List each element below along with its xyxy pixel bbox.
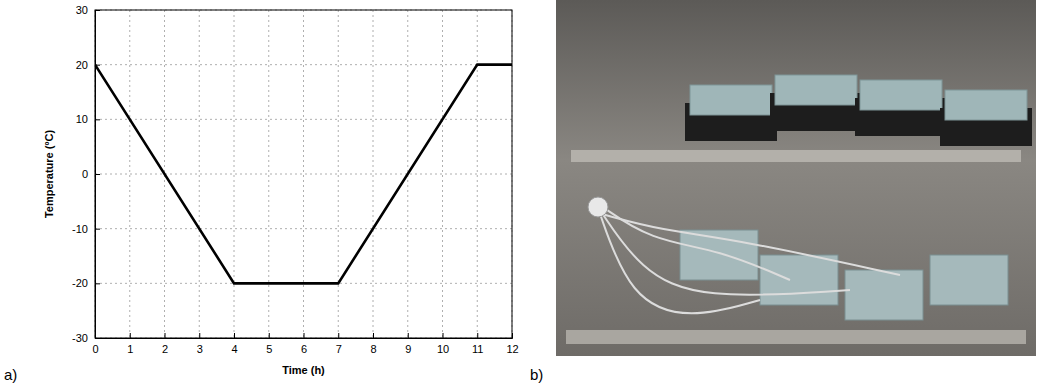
- y-tick: 20: [76, 59, 100, 71]
- y-tick: -20: [72, 277, 100, 289]
- x-tick-label: 9: [405, 343, 411, 355]
- x-tick-label: 4: [231, 343, 237, 355]
- y-tick-label: 10: [76, 113, 88, 125]
- y-tick-label: -10: [72, 223, 88, 235]
- x-axis: 0123456789101112: [92, 333, 518, 355]
- x-tick-label: 10: [437, 343, 449, 355]
- grid-line-x: [268, 10, 269, 338]
- x-tick: 7: [336, 333, 342, 355]
- x-tick: 2: [162, 333, 168, 355]
- photo-background: [556, 0, 1036, 356]
- y-axis: -30 -20 -10 0 10 20 30: [72, 4, 100, 344]
- grid-line-x: [303, 10, 304, 338]
- marks: [95, 65, 512, 284]
- y-tick: 0: [82, 168, 100, 180]
- x-tick: 3: [197, 333, 203, 355]
- x-tick-label: 0: [92, 343, 98, 355]
- grid-line-x: [442, 10, 443, 338]
- x-tick-mark: [373, 333, 374, 338]
- x-axis-title: Time (h): [282, 364, 325, 376]
- x-tick-mark: [165, 333, 166, 338]
- y-tick-mark: [95, 119, 100, 120]
- shelf: [566, 330, 1026, 344]
- specimen: [760, 255, 838, 305]
- photo: [556, 0, 1036, 356]
- x-tick: 11: [472, 333, 483, 355]
- x-tick-label: 1: [127, 343, 133, 355]
- panel-label: b): [530, 366, 543, 383]
- shelf: [571, 150, 1021, 162]
- cable-port: [588, 197, 608, 217]
- x-tick: 6: [301, 333, 307, 355]
- grid-line-x: [199, 10, 200, 338]
- x-tick: 9: [405, 333, 411, 355]
- figure: 0123456789101112-30-20-100102030Time (h)…: [0, 0, 1043, 389]
- x-tick-mark: [443, 333, 444, 338]
- x-tick-label: 5: [266, 343, 272, 355]
- y-tick-label: -30: [72, 332, 88, 344]
- specimen: [945, 90, 1027, 120]
- x-tick-label: 7: [336, 343, 342, 355]
- x-tick-mark: [408, 333, 409, 338]
- y-tick-label: -20: [72, 277, 88, 289]
- data-line: [95, 65, 512, 284]
- x-tick: 5: [266, 333, 272, 355]
- y-tick-label: 30: [76, 4, 88, 16]
- cable: [602, 214, 900, 275]
- y-axis-line: [96, 11, 101, 339]
- grid-line-y: [95, 119, 512, 120]
- y-tick: 10: [76, 113, 100, 125]
- panel-label: a): [4, 366, 17, 383]
- y-tick-mark: [95, 65, 100, 66]
- y-tick-label: 20: [76, 59, 88, 71]
- x-tick-mark: [338, 333, 339, 338]
- y-axis-title: Temperature (ºC): [43, 130, 55, 218]
- specimen: [775, 75, 857, 105]
- grid-line-y: [95, 228, 512, 229]
- x-tick: 4: [231, 333, 237, 355]
- grid-line-x: [373, 10, 374, 338]
- y-tick-mark: [95, 229, 100, 230]
- specimen: [845, 270, 923, 320]
- y-tick-mark: [95, 283, 100, 284]
- y-tick-mark: [95, 174, 100, 175]
- x-tick-label: 6: [301, 343, 307, 355]
- cable: [598, 208, 760, 313]
- plot-frame: [95, 10, 512, 338]
- y-tick: -10: [72, 223, 100, 235]
- cable: [600, 205, 790, 280]
- x-tick-mark: [234, 333, 235, 338]
- x-tick-label: 12: [506, 343, 518, 355]
- x-tick-mark: [269, 333, 270, 338]
- x-tick-label: 3: [197, 343, 203, 355]
- x-tick-label: 11: [472, 343, 483, 355]
- x-tick-mark: [130, 333, 131, 338]
- x-tick: 1: [127, 333, 133, 355]
- x-tick: 10: [437, 333, 449, 355]
- x-tick-mark: [199, 333, 200, 338]
- x-tick-label: 2: [162, 343, 168, 355]
- x-tick-mark: [304, 333, 305, 338]
- grid-line-y: [95, 174, 512, 175]
- specimen: [930, 255, 1008, 305]
- grid-line-y: [95, 64, 512, 65]
- x-tick-label: 8: [370, 343, 376, 355]
- x-tick-mark: [477, 333, 478, 338]
- y-tick-label: 0: [82, 168, 88, 180]
- grid: [95, 10, 512, 338]
- grid-line-x: [338, 10, 339, 338]
- grid-line-x: [234, 10, 235, 338]
- x-tick: 8: [370, 333, 376, 355]
- plot-background: [95, 10, 512, 338]
- specimen: [690, 85, 772, 115]
- specimen: [860, 80, 942, 110]
